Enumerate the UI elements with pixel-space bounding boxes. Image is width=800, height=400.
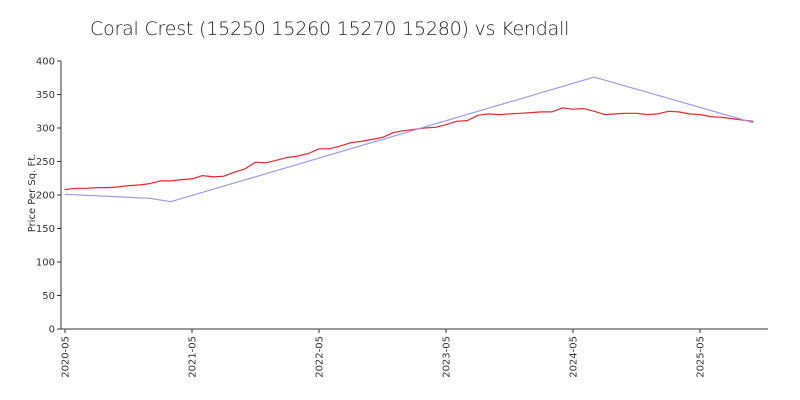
series-line-1 bbox=[64, 107, 754, 191]
y-tick-label: 150 bbox=[36, 224, 55, 235]
series-line-2 bbox=[64, 76, 754, 203]
x-tick-label: 2021-05 bbox=[188, 336, 199, 378]
y-tick-label: 0 bbox=[49, 325, 55, 336]
x-tick-label: 2022-05 bbox=[315, 336, 326, 378]
x-tick-label: 2023-05 bbox=[442, 336, 453, 378]
y-tick-label: 100 bbox=[36, 258, 55, 269]
y-tick-label: 250 bbox=[36, 157, 55, 168]
chart-axes: 0 50 100 150 200 250 300 350 400 2020-05 2021-05 20… bbox=[27, 57, 768, 378]
y-tick-label: 50 bbox=[42, 291, 55, 302]
x-tick-label: 2020-05 bbox=[61, 336, 72, 378]
x-tick-label: 2025-05 bbox=[696, 336, 707, 378]
y-tick-label: 350 bbox=[36, 90, 55, 101]
y-tick-label: 200 bbox=[36, 191, 55, 202]
series-layer bbox=[64, 76, 754, 203]
y-tick-label: 300 bbox=[36, 124, 55, 135]
y-axis-title: Price Per Sq. Ft. bbox=[27, 154, 38, 233]
x-tick-label: 2024-05 bbox=[569, 336, 580, 378]
y-tick-label: 400 bbox=[36, 57, 55, 68]
chart-title: Coral Crest (15250 15260 15270 15280) vs… bbox=[90, 18, 570, 40]
